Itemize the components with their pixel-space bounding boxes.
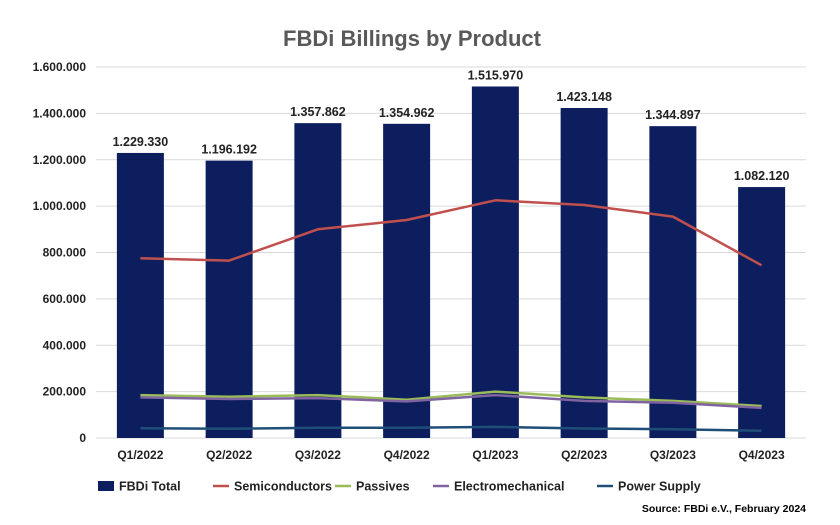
bar-data-label: 1.229.330 <box>113 135 169 149</box>
gridlines <box>96 66 806 439</box>
x-tick-label: Q4/2022 <box>384 448 430 462</box>
legend-label: Semiconductors <box>234 480 332 494</box>
bar <box>560 108 608 438</box>
x-tick-label: Q2/2022 <box>206 448 252 462</box>
series-line <box>140 393 762 410</box>
bar-data-label: 1.344.897 <box>645 108 701 122</box>
series-line <box>140 199 763 267</box>
line-series <box>140 199 763 433</box>
y-tick-label: 800.000 <box>43 246 87 260</box>
legend-label: Electromechanical <box>454 480 564 494</box>
y-tick-label: 0 <box>79 431 86 445</box>
y-tick-label: 1.600.000 <box>33 60 87 74</box>
bar-data-label: 1.423.148 <box>556 90 612 104</box>
x-axis: Q1/2022 Q2/2022 Q3/2022 Q4/2022 Q1/2023 Q2/20… <box>117 448 785 462</box>
chart-title: FBDi Billings by Product <box>283 26 542 51</box>
bar-data-label: 1.354.962 <box>379 106 435 120</box>
bar-data-label: 1.357.862 <box>290 105 346 119</box>
y-tick-label: 200.000 <box>43 385 87 399</box>
bar <box>383 123 431 439</box>
x-tick-label: Q2/2023 <box>561 448 607 462</box>
bar <box>116 152 164 439</box>
y-tick-label: 400.000 <box>43 338 87 352</box>
y-tick-label: 600.000 <box>43 292 87 306</box>
source-note: Source: FBDi e.V., February 2024 <box>642 503 806 515</box>
y-tick-label: 1.400.000 <box>33 106 87 120</box>
legend-label: Passives <box>356 480 410 494</box>
legend-swatch <box>98 481 114 491</box>
bar-series <box>116 86 786 439</box>
bar-data-label: 1.082.120 <box>734 169 790 183</box>
legend: FBDi Total Semiconductors Passives Electrom… <box>98 480 701 494</box>
series-line <box>140 390 762 408</box>
x-tick-label: Q3/2022 <box>295 448 341 462</box>
x-tick-label: Q3/2023 <box>650 448 696 462</box>
x-tick-label: Q4/2023 <box>739 448 785 462</box>
y-tick-label: 1.200.000 <box>33 153 87 167</box>
bar <box>294 123 342 438</box>
legend-label: Power Supply <box>618 480 701 494</box>
bar <box>649 126 697 438</box>
y-axis: 0 200.000 400.000 600.000 800.000 1.000.000 1.… <box>33 60 87 445</box>
bar <box>205 160 253 438</box>
bar-data-label: 1.515.970 <box>468 68 524 82</box>
legend-label: FBDi Total <box>119 480 181 494</box>
bar <box>471 86 519 438</box>
x-tick-label: Q1/2022 <box>117 448 163 462</box>
bar-data-label: 1.196.192 <box>201 143 257 157</box>
x-tick-label: Q1/2023 <box>472 448 518 462</box>
y-tick-label: 1.000.000 <box>33 199 87 213</box>
series-line <box>140 425 762 433</box>
bar <box>738 187 786 438</box>
bar-data-labels: 1.229.330 1.196.192 1.357.862 1.354.962 1.51… <box>113 68 790 183</box>
